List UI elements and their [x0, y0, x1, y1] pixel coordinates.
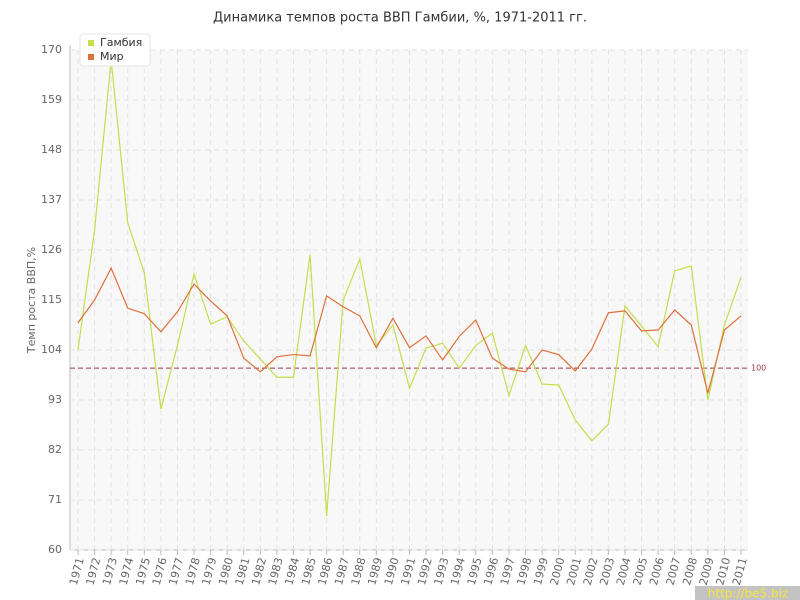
y-axis-label: Темп роста ВВП,%	[25, 247, 38, 354]
y-tick-label: 60	[48, 543, 62, 556]
y-tick-label: 148	[41, 143, 62, 156]
y-tick-label: 126	[41, 243, 62, 256]
chart-title: Динамика темпов роста ВВП Гамбии, %, 197…	[213, 11, 587, 26]
legend-label: Гамбия	[100, 36, 142, 49]
y-tick-label: 159	[41, 93, 62, 106]
legend-marker	[88, 40, 94, 46]
legend-box	[79, 33, 151, 67]
series-line	[77, 59, 742, 516]
legend-label: Мир	[100, 50, 124, 63]
legend-marker	[88, 54, 94, 60]
y-tick-label: 137	[41, 193, 62, 206]
series-line	[77, 266, 742, 394]
watermark: http://be5.biz	[708, 587, 788, 600]
reference-label: 100	[751, 364, 766, 373]
y-tick-label: 82	[48, 443, 62, 456]
y-tick-label: 170	[41, 43, 62, 56]
x-tick-label: 2011	[730, 556, 750, 586]
y-tick-label: 115	[41, 293, 62, 306]
y-tick-label: 93	[48, 393, 62, 406]
y-tick-label: 71	[48, 493, 62, 506]
watermark-bg	[695, 586, 800, 600]
y-tick-label: 104	[41, 343, 62, 356]
